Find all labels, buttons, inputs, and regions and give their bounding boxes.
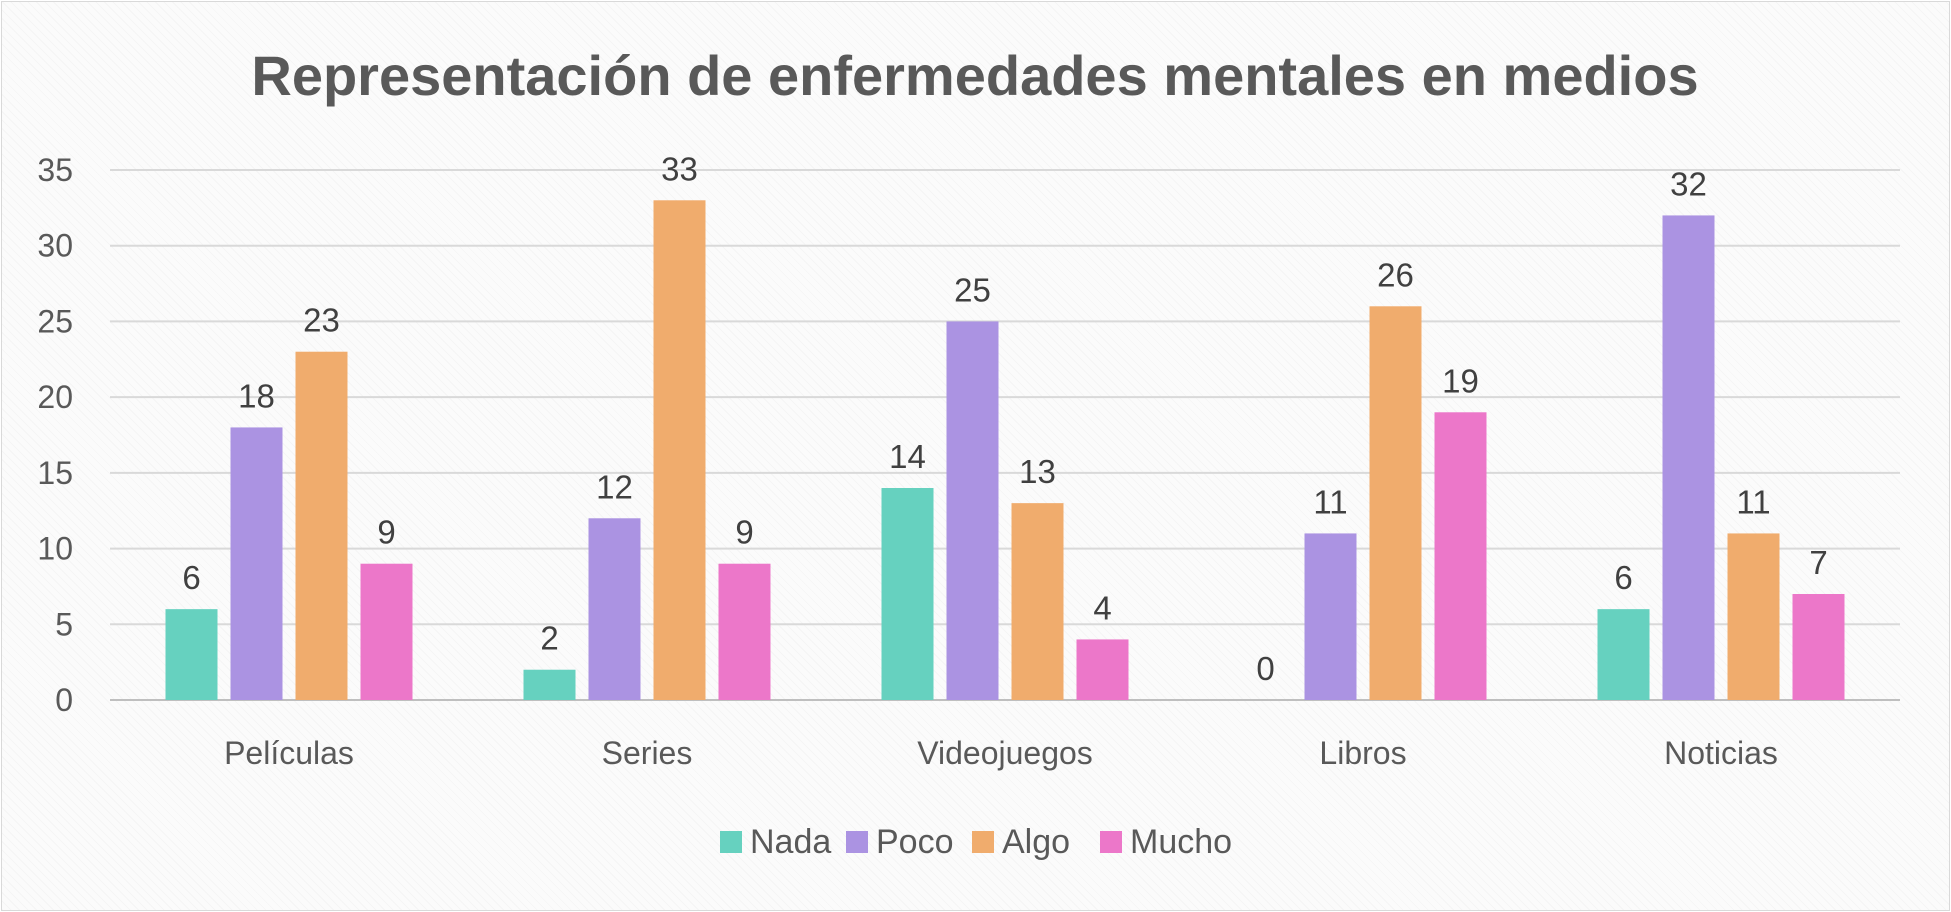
legend-swatch bbox=[972, 831, 994, 853]
bars bbox=[165, 200, 1845, 701]
legend-label: Nada bbox=[750, 823, 831, 861]
data-label: 32 bbox=[1670, 165, 1707, 202]
bar-poco bbox=[946, 321, 999, 700]
bar-mucho bbox=[360, 563, 413, 700]
y-tick-label: 0 bbox=[55, 682, 73, 718]
data-label: 14 bbox=[889, 438, 926, 475]
legend-swatch bbox=[1100, 831, 1122, 853]
data-label: 7 bbox=[1809, 544, 1827, 581]
data-label: 25 bbox=[954, 271, 991, 308]
x-category-label: Series bbox=[602, 735, 693, 771]
data-label: 12 bbox=[596, 468, 633, 505]
data-label: 9 bbox=[735, 514, 753, 551]
y-tick-label: 25 bbox=[37, 303, 73, 339]
bar-algo bbox=[295, 351, 348, 700]
legend-swatch bbox=[846, 831, 868, 853]
bar-algo bbox=[1011, 503, 1064, 700]
data-label: 13 bbox=[1019, 453, 1056, 490]
legend-label: Algo bbox=[1002, 823, 1070, 861]
bar-algo bbox=[1727, 533, 1780, 700]
data-labels: 6 18 23 9 2 12 33 9 14 25 13 4 0 11 26 19 6 32 11 7 bbox=[182, 150, 1827, 687]
x-category-label: Videojuegos bbox=[917, 735, 1093, 771]
data-label: 18 bbox=[238, 377, 275, 414]
bar-nada bbox=[1597, 609, 1650, 700]
bar-nada bbox=[523, 669, 576, 700]
data-label: 4 bbox=[1093, 589, 1111, 626]
bar-mucho bbox=[1076, 639, 1129, 700]
data-label: 6 bbox=[1614, 559, 1632, 596]
chart-title: Representación de enfermedades mentales … bbox=[251, 44, 1698, 107]
data-label: 11 bbox=[1736, 483, 1770, 520]
data-label: 2 bbox=[540, 620, 558, 657]
legend-item-algo: Algo bbox=[972, 823, 1070, 861]
legend-label: Poco bbox=[876, 823, 954, 861]
bar-nada bbox=[165, 609, 218, 700]
x-category-label: Noticias bbox=[1664, 735, 1778, 771]
data-label: 19 bbox=[1442, 362, 1479, 399]
y-axis: 0 5 10 15 20 25 30 35 bbox=[37, 152, 73, 718]
bar-algo bbox=[1369, 306, 1422, 700]
legend-item-nada: Nada bbox=[720, 823, 831, 861]
bar-mucho bbox=[1434, 412, 1487, 700]
data-label: 23 bbox=[303, 302, 340, 339]
x-category-label: Libros bbox=[1319, 735, 1406, 771]
x-category-label: Películas bbox=[224, 735, 354, 771]
bar-poco bbox=[230, 427, 283, 700]
bar-poco bbox=[1304, 533, 1357, 700]
y-tick-label: 30 bbox=[37, 228, 73, 264]
data-label: 9 bbox=[377, 514, 395, 551]
y-tick-label: 20 bbox=[37, 379, 73, 415]
y-tick-label: 5 bbox=[55, 606, 73, 642]
bar-poco bbox=[1662, 215, 1715, 700]
legend: Nada Poco Algo Mucho bbox=[720, 823, 1232, 861]
bar-nada bbox=[881, 488, 934, 700]
bar-mucho bbox=[1792, 594, 1845, 700]
bar-poco bbox=[588, 518, 641, 700]
data-label: 6 bbox=[182, 559, 200, 596]
y-tick-label: 10 bbox=[37, 531, 73, 567]
y-tick-label: 35 bbox=[37, 152, 73, 188]
data-label: 11 bbox=[1313, 483, 1347, 520]
legend-item-mucho: Mucho bbox=[1100, 823, 1232, 861]
data-label: 33 bbox=[661, 150, 698, 187]
legend-item-poco: Poco bbox=[846, 823, 954, 861]
y-tick-label: 15 bbox=[37, 455, 73, 491]
bar-algo bbox=[653, 200, 706, 701]
data-label: 26 bbox=[1377, 256, 1414, 293]
bar-mucho bbox=[718, 563, 771, 700]
data-label: 0 bbox=[1256, 650, 1274, 687]
legend-swatch bbox=[720, 831, 742, 853]
x-axis: Películas Series Videojuegos Libros Noticias bbox=[224, 735, 1778, 771]
legend-label: Mucho bbox=[1130, 823, 1232, 861]
